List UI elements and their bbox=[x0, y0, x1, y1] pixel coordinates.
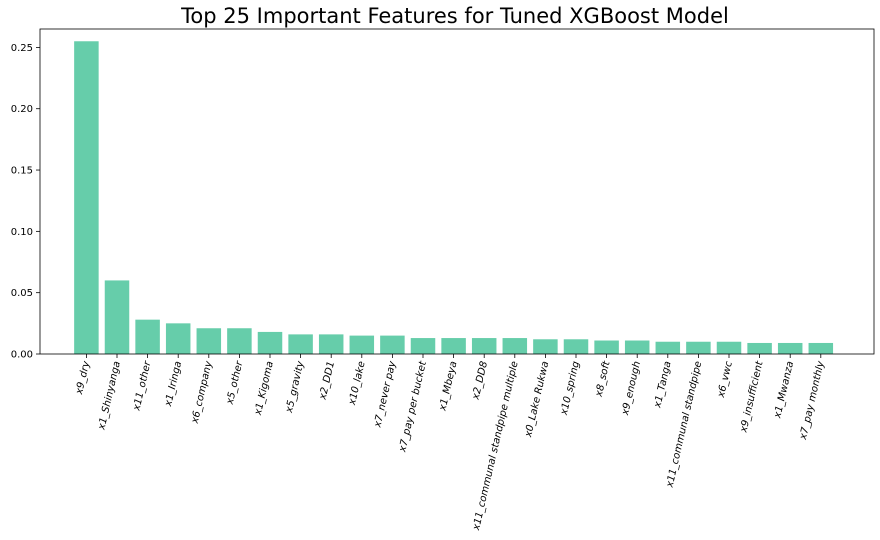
bars-group bbox=[74, 41, 834, 354]
x-tick-label-23: x1_Mwanza bbox=[772, 360, 796, 420]
bar-0 bbox=[74, 41, 99, 354]
bar-8 bbox=[318, 334, 344, 354]
x-tick-label-9: x10_lake bbox=[347, 360, 368, 407]
bar-17 bbox=[594, 340, 619, 354]
x-tick-label-19: x1_Tanga bbox=[652, 360, 674, 410]
bar-21 bbox=[716, 341, 742, 354]
x-tick-label-8: x2_DD1 bbox=[317, 360, 337, 401]
bar-15 bbox=[533, 339, 558, 354]
y-tick-label-5: 0.25 bbox=[11, 43, 33, 54]
bar-18 bbox=[624, 340, 650, 354]
x-tick-label-6: x1_Kigoma bbox=[253, 360, 276, 417]
axes-group: x9_dry x1_Shinyanga x11_other x1_Iringa x6_c… bbox=[11, 28, 875, 532]
bar-5 bbox=[227, 328, 252, 354]
x-tick-label-2: x11_other bbox=[131, 359, 153, 412]
bar-7 bbox=[288, 334, 313, 354]
y-tick-label-4: 0.20 bbox=[11, 104, 33, 115]
x-tick-label-21: x6_vwc bbox=[716, 360, 735, 400]
y-tick-label-0: 0.00 bbox=[11, 350, 33, 361]
bar-1 bbox=[104, 280, 130, 354]
x-tick-label-20: x11_communal standpipe bbox=[664, 360, 704, 489]
x-tick-label-7: x5_gravity bbox=[284, 359, 307, 415]
y-tick-label-2: 0.10 bbox=[11, 227, 33, 238]
bar-24 bbox=[808, 342, 834, 354]
bar-4 bbox=[196, 328, 222, 354]
x-tick-label-24: x7_pay monthly bbox=[798, 359, 827, 441]
bar-22 bbox=[747, 342, 772, 354]
bar-2 bbox=[135, 319, 160, 354]
y-tick-label-1: 0.05 bbox=[11, 288, 33, 299]
x-tick-label-22: x9_insufficient bbox=[738, 359, 766, 434]
x-tick-label-10: x7_never pay bbox=[372, 359, 398, 429]
chart-title: Top 25 Important Features for Tuned XGBo… bbox=[180, 4, 729, 28]
bar-3 bbox=[165, 323, 191, 354]
bar-6 bbox=[257, 331, 283, 354]
bar-10 bbox=[380, 335, 405, 354]
x-tick-label-4: x6_company bbox=[190, 359, 215, 425]
x-tick-label-12: x1_Mbeya bbox=[437, 360, 459, 413]
bar-13 bbox=[471, 338, 497, 354]
bar-23 bbox=[777, 342, 803, 354]
x-tick-label-11: x7_pay per bucket bbox=[397, 359, 429, 454]
x-tick-label-15: x0_Lake Rukwa bbox=[523, 360, 551, 439]
bar-19 bbox=[655, 341, 681, 354]
bar-14 bbox=[502, 338, 528, 354]
bar-20 bbox=[686, 341, 711, 354]
x-tick-label-5: x5_other bbox=[224, 359, 245, 406]
x-tick-label-17: x8_soft bbox=[593, 359, 612, 399]
x-tick-label-3: x1_Iringa bbox=[163, 360, 184, 408]
bar-9 bbox=[349, 335, 375, 354]
plot-frame bbox=[39, 28, 875, 355]
x-tick-label-18: x9_enough bbox=[620, 360, 643, 417]
bar-16 bbox=[563, 339, 589, 354]
bar-11 bbox=[410, 338, 436, 354]
x-tick-label-13: x2_DD8 bbox=[470, 360, 490, 401]
x-tick-label-1: x1_Shinyanga bbox=[96, 360, 123, 432]
x-tick-label-16: x10_spring bbox=[559, 360, 582, 417]
x-tick-label-0: x9_dry bbox=[74, 359, 93, 396]
bar-12 bbox=[441, 338, 466, 354]
y-tick-label-3: 0.15 bbox=[11, 166, 33, 177]
